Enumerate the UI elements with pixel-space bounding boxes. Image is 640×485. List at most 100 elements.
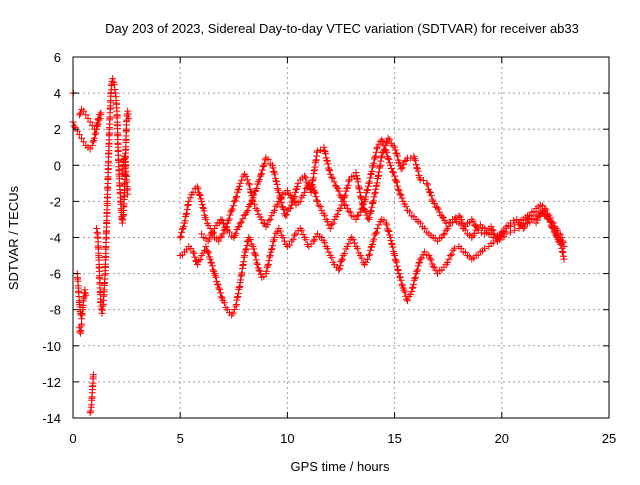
data-point: [439, 214, 447, 222]
data-point: [213, 280, 221, 288]
data-point: [90, 134, 98, 142]
data-point: [209, 228, 217, 236]
data-point: [522, 219, 530, 227]
data-point: [75, 324, 83, 332]
data-point: [320, 143, 328, 151]
data-point: [326, 170, 334, 178]
data-point: [258, 170, 266, 178]
data-point: [332, 212, 340, 220]
data-point: [313, 197, 321, 205]
data-point: [414, 167, 422, 175]
data-point: [414, 262, 422, 270]
data-point: [389, 243, 397, 251]
data-point: [75, 111, 83, 119]
data-point: [266, 252, 274, 260]
data-point: [446, 252, 454, 260]
data-point: [109, 75, 117, 83]
y-tick-label: -2: [49, 194, 61, 209]
data-point: [217, 293, 225, 301]
data-point: [257, 171, 265, 179]
data-point: [542, 211, 550, 219]
data-point: [273, 201, 281, 209]
data-point: [93, 224, 101, 232]
data-point: [389, 142, 397, 150]
data-point: [429, 262, 437, 270]
data-point: [378, 136, 386, 144]
data-point: [280, 205, 288, 213]
data-point: [489, 239, 497, 247]
data-point: [367, 207, 375, 215]
data-point: [230, 198, 238, 206]
data-point: [518, 221, 526, 229]
data-point: [323, 156, 331, 164]
data-point: [365, 214, 373, 222]
data-point: [365, 178, 373, 186]
data-point: [225, 215, 233, 223]
data-point: [76, 328, 84, 336]
data-point: [261, 220, 269, 228]
data-point: [416, 219, 424, 227]
data-point: [290, 194, 298, 202]
data-point: [275, 188, 283, 196]
data-point: [263, 221, 271, 229]
data-point: [87, 407, 95, 415]
data-point: [329, 174, 337, 182]
data-point: [393, 182, 401, 190]
data-point: [368, 240, 376, 248]
data-point: [92, 129, 100, 137]
data-point: [431, 264, 439, 272]
y-tick-label: -4: [49, 231, 61, 246]
data-point: [430, 200, 438, 208]
data-point: [384, 227, 392, 235]
data-point: [330, 178, 338, 186]
data-point: [253, 259, 261, 267]
data-point: [380, 147, 388, 155]
data-point: [182, 213, 190, 221]
data-point: [352, 215, 360, 223]
data-point: [373, 228, 381, 236]
data-point: [355, 211, 363, 219]
data-point: [198, 197, 206, 205]
data-point: [407, 154, 415, 162]
data-point: [369, 198, 377, 206]
data-point: [233, 192, 241, 200]
data-point: [96, 111, 104, 119]
data-point: [283, 211, 291, 219]
data-point: [393, 262, 401, 270]
data-point: [356, 208, 364, 216]
data-point: [375, 221, 383, 229]
data-point: [343, 243, 351, 251]
data-point: [395, 187, 403, 195]
data-point: [258, 215, 266, 223]
data-point: [251, 250, 259, 258]
data-point: [487, 223, 495, 231]
data-points: [69, 75, 568, 417]
data-point: [380, 146, 388, 154]
data-point: [443, 258, 451, 266]
data-point: [124, 190, 132, 198]
data-point: [353, 244, 361, 252]
data-point: [190, 249, 198, 257]
data-point: [401, 288, 409, 296]
data-point: [382, 219, 390, 227]
data-point: [209, 266, 217, 274]
data-point: [212, 273, 220, 281]
data-point: [371, 153, 379, 161]
data-point: [427, 192, 435, 200]
data-point: [176, 234, 184, 241]
data-point: [413, 266, 421, 274]
data-point: [313, 196, 321, 204]
data-point: [91, 130, 99, 138]
data-point: [221, 299, 229, 307]
data-point: [252, 252, 260, 260]
data-point: [373, 224, 381, 232]
data-point: [395, 158, 403, 166]
data-point: [398, 280, 406, 288]
data-point: [216, 234, 224, 242]
data-point: [193, 261, 201, 269]
data-point: [279, 204, 287, 212]
data-point: [426, 254, 434, 262]
data-point: [394, 266, 402, 274]
data-point: [183, 209, 191, 217]
y-tick-label: -6: [49, 267, 61, 282]
